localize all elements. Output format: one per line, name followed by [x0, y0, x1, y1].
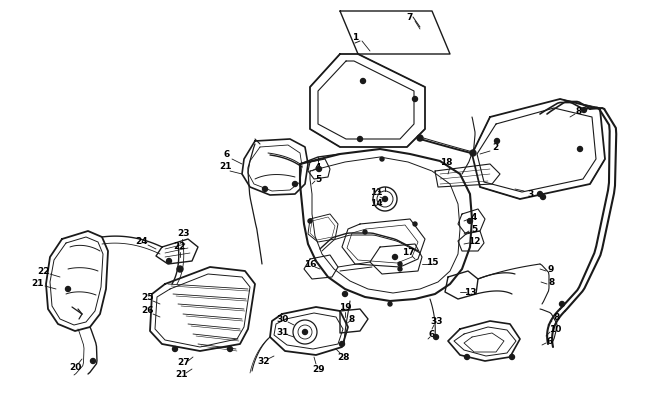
Circle shape [495, 139, 499, 144]
Circle shape [292, 182, 298, 187]
Circle shape [417, 136, 423, 142]
Circle shape [434, 335, 439, 340]
Text: 22: 22 [38, 267, 50, 276]
Circle shape [398, 267, 402, 271]
Text: 8: 8 [349, 315, 355, 324]
Text: 11: 11 [370, 188, 382, 197]
Text: 16: 16 [304, 260, 317, 269]
Text: 30: 30 [277, 315, 289, 324]
Text: 18: 18 [440, 158, 452, 167]
Text: 17: 17 [402, 248, 414, 257]
Circle shape [358, 137, 363, 142]
Text: 15: 15 [426, 258, 438, 267]
Circle shape [380, 158, 384, 162]
Text: 1: 1 [352, 34, 358, 43]
Circle shape [465, 355, 469, 360]
Text: 4: 4 [471, 213, 477, 222]
Circle shape [263, 187, 268, 192]
Circle shape [577, 147, 582, 152]
Text: 7: 7 [407, 13, 413, 22]
Circle shape [413, 222, 417, 226]
Circle shape [308, 220, 312, 224]
Circle shape [317, 167, 322, 172]
Text: 6: 6 [547, 337, 553, 345]
Circle shape [227, 347, 233, 352]
Text: 5: 5 [315, 175, 321, 184]
Circle shape [361, 79, 365, 84]
Circle shape [388, 302, 392, 306]
Circle shape [382, 197, 387, 202]
Text: 3: 3 [527, 190, 533, 199]
Text: 2: 2 [492, 143, 498, 152]
Circle shape [413, 97, 417, 102]
Circle shape [90, 358, 96, 364]
Text: 6: 6 [429, 330, 435, 339]
Circle shape [66, 287, 70, 292]
Text: 28: 28 [337, 353, 349, 362]
Text: 22: 22 [173, 242, 185, 251]
Circle shape [398, 262, 402, 266]
Circle shape [582, 108, 586, 113]
Text: 24: 24 [136, 237, 148, 246]
Circle shape [177, 266, 183, 272]
Circle shape [393, 255, 398, 260]
Text: 10: 10 [549, 325, 561, 334]
Circle shape [470, 151, 476, 157]
Circle shape [343, 292, 348, 297]
Circle shape [166, 259, 172, 264]
Text: 13: 13 [463, 288, 476, 297]
Text: 19: 19 [339, 303, 351, 312]
Text: 32: 32 [258, 357, 270, 366]
Text: 21: 21 [219, 162, 231, 171]
Text: 33: 33 [431, 317, 443, 326]
Text: 31: 31 [277, 328, 289, 337]
Circle shape [172, 347, 177, 352]
Text: 21: 21 [176, 370, 188, 379]
Circle shape [467, 219, 473, 224]
Text: 23: 23 [177, 229, 189, 238]
Circle shape [302, 330, 307, 335]
Text: 27: 27 [177, 358, 190, 367]
Text: 8: 8 [554, 313, 560, 322]
Circle shape [541, 195, 545, 200]
Text: 26: 26 [142, 306, 154, 315]
Text: 4: 4 [315, 163, 321, 172]
Text: 12: 12 [468, 237, 480, 246]
Text: 8: 8 [576, 107, 582, 116]
Circle shape [560, 302, 564, 307]
Circle shape [339, 342, 344, 347]
Text: 20: 20 [69, 362, 81, 371]
Text: 21: 21 [32, 279, 44, 288]
Circle shape [363, 230, 367, 234]
Text: 14: 14 [370, 199, 382, 208]
Circle shape [538, 192, 543, 197]
Text: 8: 8 [549, 278, 555, 287]
Circle shape [510, 355, 515, 360]
Text: 29: 29 [313, 364, 325, 373]
Text: 5: 5 [471, 225, 477, 234]
Text: 9: 9 [548, 265, 554, 274]
Text: 25: 25 [142, 293, 154, 302]
Text: 6: 6 [224, 150, 230, 159]
